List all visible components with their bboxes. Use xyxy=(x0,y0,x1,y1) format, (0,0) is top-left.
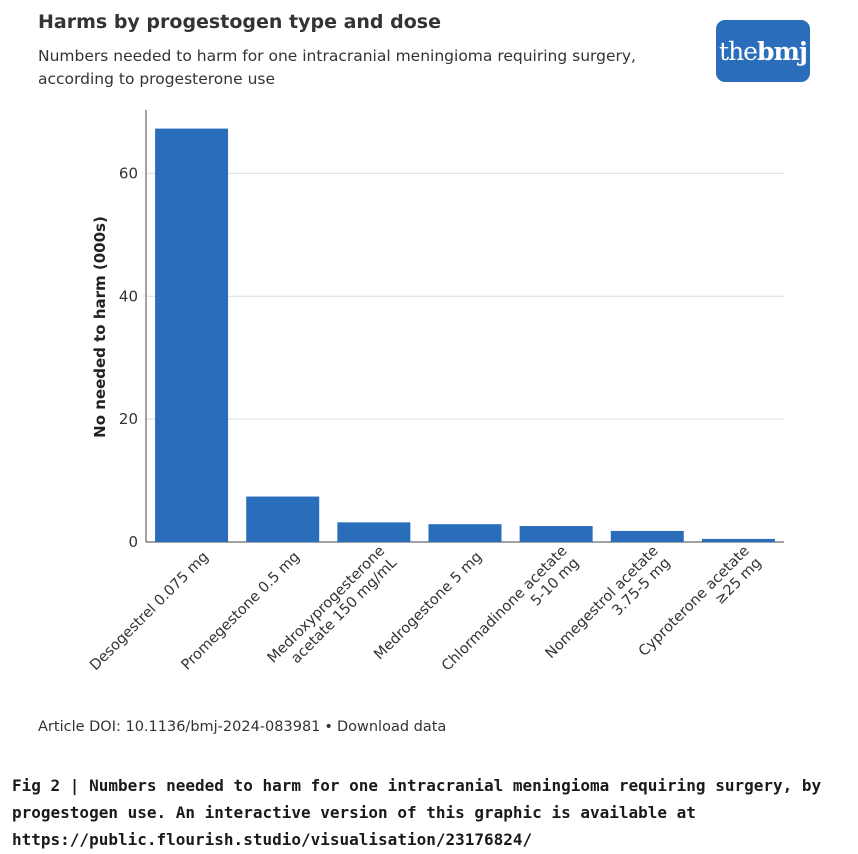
bar xyxy=(519,526,593,542)
bar xyxy=(246,496,320,542)
y-tick-label: 40 xyxy=(119,287,138,305)
y-tick-label: 0 xyxy=(128,533,138,551)
chart-title: Harms by progestogen type and dose xyxy=(38,11,441,33)
bar xyxy=(428,524,502,542)
logo-text-the: the xyxy=(719,36,758,66)
article-doi: Article DOI: 10.1136/bmj-2024-083981 xyxy=(38,719,321,735)
chart-subtitle: Numbers needed to harm for one intracran… xyxy=(38,47,636,88)
download-data-link[interactable]: Download data xyxy=(336,719,447,735)
bmj-logo[interactable]: the bmj xyxy=(716,20,810,82)
bar xyxy=(701,538,775,542)
figure-caption: Fig 2 | Numbers needed to harm for one i… xyxy=(12,776,822,849)
y-axis-title: No needed to harm (000s) xyxy=(91,216,109,438)
bar xyxy=(610,530,684,542)
bar xyxy=(337,522,411,542)
logo-text-bmj: bmj xyxy=(756,36,808,66)
y-tick-label: 60 xyxy=(119,164,138,182)
bar xyxy=(155,128,229,543)
y-tick-label: 20 xyxy=(119,410,138,428)
chart-footer: Article DOI: 10.1136/bmj-2024-083981 • Dow… xyxy=(38,719,446,735)
footer-separator: • xyxy=(324,719,333,735)
